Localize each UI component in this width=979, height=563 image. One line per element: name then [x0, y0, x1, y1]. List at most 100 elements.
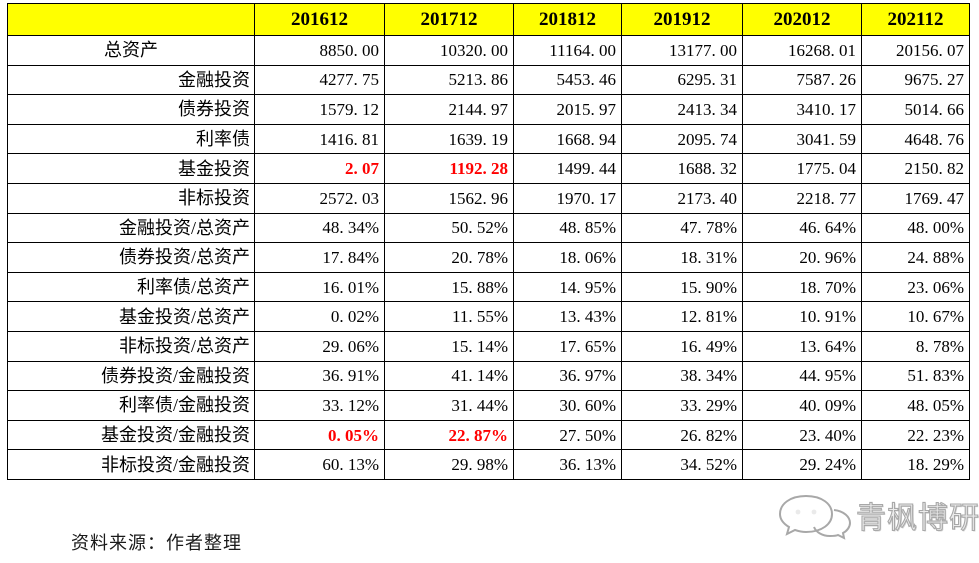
wechat-bubbles-icon	[776, 492, 854, 545]
cell-value: 48. 34%	[254, 212, 385, 244]
cell-value: 23. 06%	[861, 271, 970, 303]
cell-value: 18. 29%	[861, 449, 970, 480]
cell-value: 20156. 07	[861, 35, 970, 66]
year-header-201812: 201812	[513, 3, 622, 36]
cell-value: 8. 78%	[861, 330, 970, 362]
table-row: 债券投资/金融投资 36. 91% 41. 14% 36. 97% 38. 34% 44.…	[7, 360, 970, 392]
cell-value: 9675. 27	[861, 64, 970, 96]
cell-value: 29. 24%	[742, 449, 862, 480]
cell-value: 17. 84%	[254, 242, 385, 273]
cell-value: 40. 09%	[742, 390, 862, 421]
cell-value: 22. 23%	[861, 419, 970, 451]
cell-value: 1639. 19	[384, 123, 514, 155]
cell-value: 33. 29%	[621, 390, 743, 421]
table-row: 非标投资/总资产 29. 06% 15. 14% 17. 65% 16. 49% 13. …	[7, 330, 970, 362]
cell-value: 41. 14%	[384, 360, 514, 392]
table-row: 基金投资/总资产 0. 02% 11. 55% 13. 43% 12. 81% 10. 9…	[7, 301, 970, 332]
cell-value: 20. 78%	[384, 242, 514, 273]
table-row: 利率债/金融投资 33. 12% 31. 44% 30. 60% 33. 29% 40. …	[7, 390, 970, 421]
row-label: 债券投资	[7, 94, 255, 125]
cell-value: 1970. 17	[513, 182, 622, 214]
year-header-202112: 202112	[861, 3, 970, 36]
cell-value: 15. 90%	[621, 271, 743, 303]
cell-value: 2150. 82	[861, 153, 970, 184]
cell-value: 15. 88%	[384, 271, 514, 303]
cell-value: 3041. 59	[742, 123, 862, 155]
cell-value: 2413. 34	[621, 94, 743, 125]
cell-value: 60. 13%	[254, 449, 385, 480]
cell-value: 0. 05%	[254, 419, 385, 451]
row-label: 金融投资	[7, 64, 255, 96]
watermark: 青枫博研社	[776, 492, 979, 545]
cell-value: 1416. 81	[254, 123, 385, 155]
cell-value: 17. 65%	[513, 330, 622, 362]
cell-value: 5213. 86	[384, 64, 514, 96]
cell-value: 23. 40%	[742, 419, 862, 451]
row-label: 利率债	[7, 123, 255, 155]
cell-value: 1562. 96	[384, 182, 514, 214]
cell-value: 46. 64%	[742, 212, 862, 244]
table-row: 金融投资/总资产 48. 34% 50. 52% 48. 85% 47. 78% 46. …	[7, 212, 970, 244]
cell-value: 11164. 00	[513, 35, 622, 66]
cell-value: 12. 81%	[621, 301, 743, 332]
cell-value: 0. 02%	[254, 301, 385, 332]
row-label: 基金投资/总资产	[7, 301, 255, 332]
cell-value: 36. 13%	[513, 449, 622, 480]
cell-value: 7587. 26	[742, 64, 862, 96]
cell-value: 3410. 17	[742, 94, 862, 125]
cell-value: 2572. 03	[254, 182, 385, 214]
row-label: 非标投资/总资产	[7, 330, 255, 362]
cell-value: 24. 88%	[861, 242, 970, 273]
cell-value: 29. 98%	[384, 449, 514, 480]
cell-value: 16268. 01	[742, 35, 862, 66]
cell-value: 2173. 40	[621, 182, 743, 214]
row-label: 基金投资/金融投资	[7, 419, 255, 451]
cell-value: 51. 83%	[861, 360, 970, 392]
cell-value: 11. 55%	[384, 301, 514, 332]
row-label: 总资产	[7, 35, 255, 66]
cell-value: 34. 52%	[621, 449, 743, 480]
cell-value: 18. 70%	[742, 271, 862, 303]
row-label: 基金投资	[7, 153, 255, 184]
table-row: 金融投资 4277. 75 5213. 86 5453. 46 6295. 31 7587…	[7, 64, 970, 96]
row-label: 债券投资/金融投资	[7, 360, 255, 392]
watermark-text: 青枫博研社	[855, 501, 979, 535]
cell-value: 30. 60%	[513, 390, 622, 421]
cell-value: 18. 06%	[513, 242, 622, 273]
cell-value: 6295. 31	[621, 64, 743, 96]
row-label: 非标投资/金融投资	[7, 449, 255, 480]
cell-value: 27. 50%	[513, 419, 622, 451]
table-row: 利率债/总资产 16. 01% 15. 88% 14. 95% 15. 90% 18. 7…	[7, 271, 970, 303]
cell-value: 1579. 12	[254, 94, 385, 125]
table-row: 总资产 8850. 00 10320. 00 11164. 00 13177. 00 16…	[7, 35, 970, 66]
table-row: 非标投资/金融投资 60. 13% 29. 98% 36. 13% 34. 52% 29.…	[7, 449, 970, 480]
cell-value: 8850. 00	[254, 35, 385, 66]
cell-value: 4277. 75	[254, 64, 385, 96]
year-header-202012: 202012	[742, 3, 862, 36]
header-row: 201612 201712 201812 201912 202012 202112	[7, 3, 970, 36]
cell-value: 48. 85%	[513, 212, 622, 244]
cell-value: 1499. 44	[513, 153, 622, 184]
cell-value: 1192. 28	[384, 153, 514, 184]
cell-value: 47. 78%	[621, 212, 743, 244]
cell-value: 2095. 74	[621, 123, 743, 155]
cell-value: 16. 49%	[621, 330, 743, 362]
cell-value: 29. 06%	[254, 330, 385, 362]
cell-value: 38. 34%	[621, 360, 743, 392]
table-row: 利率债 1416. 81 1639. 19 1668. 94 2095. 74 3041.…	[7, 123, 970, 155]
cell-value: 44. 95%	[742, 360, 862, 392]
cell-value: 26. 82%	[621, 419, 743, 451]
cell-value: 48. 05%	[861, 390, 970, 421]
cell-value: 20. 96%	[742, 242, 862, 273]
cell-value: 1775. 04	[742, 153, 862, 184]
cell-value: 22. 87%	[384, 419, 514, 451]
row-label: 金融投资/总资产	[7, 212, 255, 244]
year-header-201612: 201612	[254, 3, 385, 36]
table-row: 非标投资 2572. 03 1562. 96 1970. 17 2173. 40 2218…	[7, 182, 970, 214]
cell-value: 2. 07	[254, 153, 385, 184]
row-label: 利率债/金融投资	[7, 390, 255, 421]
cell-value: 2015. 97	[513, 94, 622, 125]
cell-value: 15. 14%	[384, 330, 514, 362]
cell-value: 5014. 66	[861, 94, 970, 125]
cell-value: 14. 95%	[513, 271, 622, 303]
